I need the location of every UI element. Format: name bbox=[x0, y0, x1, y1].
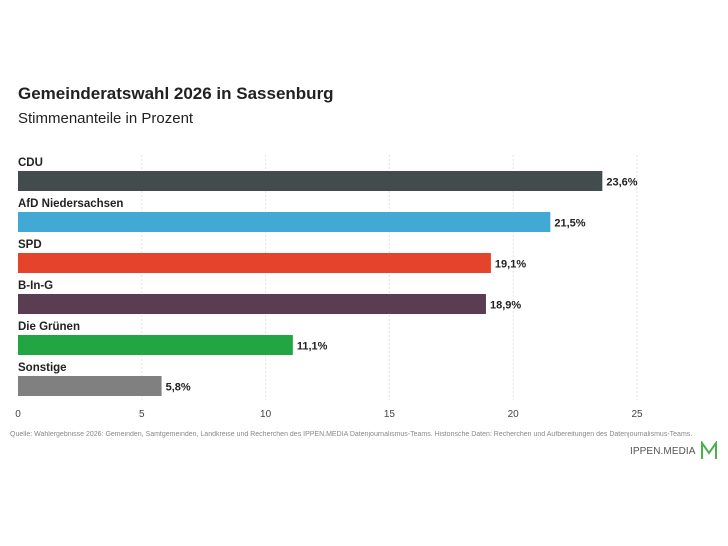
x-tick-label: 5 bbox=[139, 409, 145, 420]
value-label: 5,8% bbox=[166, 382, 191, 394]
chart-subtitle: Stimmenanteile in Prozent bbox=[18, 110, 194, 127]
x-tick-label: 0 bbox=[15, 409, 21, 420]
source-note: Quelle: Wahlergebnisse 2026: Gemeinden, … bbox=[10, 431, 693, 438]
x-tick-label: 10 bbox=[260, 409, 272, 420]
category-label: Sonstige bbox=[18, 362, 67, 374]
x-tick-label: 15 bbox=[384, 409, 396, 420]
value-label: 21,5% bbox=[554, 218, 585, 230]
logo-text: IPPEN.MEDIA bbox=[630, 445, 696, 457]
bar bbox=[18, 376, 162, 396]
bar bbox=[18, 212, 551, 232]
x-tick-label: 20 bbox=[508, 409, 520, 420]
category-label: B-In-G bbox=[18, 280, 53, 292]
value-label: 18,9% bbox=[490, 300, 521, 312]
chart-title: Gemeinderatswahl 2026 in Sassenburg bbox=[18, 84, 334, 103]
category-label: AfD Niedersachsen bbox=[18, 198, 123, 210]
bar bbox=[18, 171, 603, 191]
value-label: 23,6% bbox=[606, 177, 637, 189]
ippen-media-logo: IPPEN.MEDIA bbox=[630, 441, 718, 461]
category-label: SPD bbox=[18, 239, 42, 251]
category-label: CDU bbox=[18, 157, 43, 169]
bar-chart: CDU 23,6% AfD Niedersachsen 21,5% SPD 19,1% B-… bbox=[15, 155, 643, 420]
bar bbox=[18, 294, 486, 314]
value-label: 11,1% bbox=[297, 341, 328, 353]
category-label: Die Grünen bbox=[18, 321, 80, 333]
logo-m-icon bbox=[700, 441, 717, 459]
bar bbox=[18, 253, 491, 273]
x-tick-label: 25 bbox=[631, 409, 643, 420]
value-label: 19,1% bbox=[495, 259, 526, 271]
bar bbox=[18, 335, 293, 355]
